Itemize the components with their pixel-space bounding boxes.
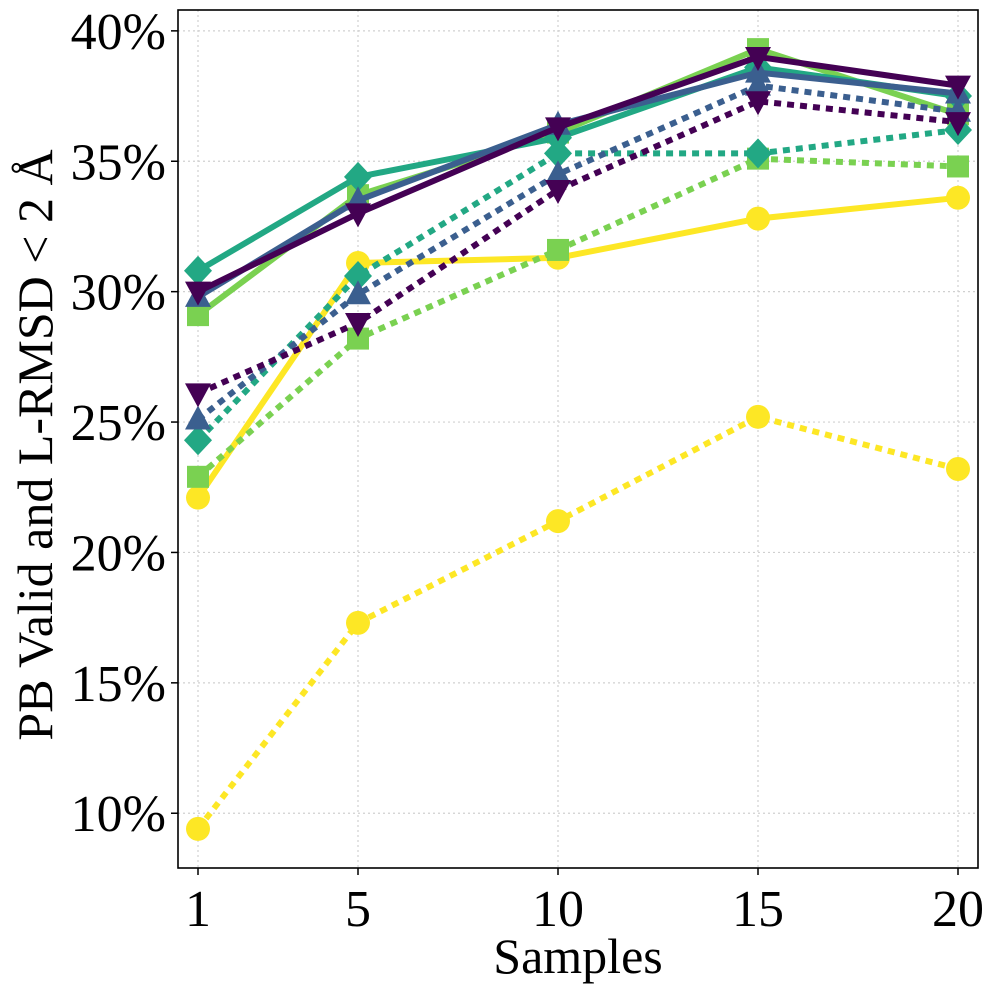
series-line [196,69,959,300]
y-tick-label: 40% [71,4,166,61]
data-point-diamond [744,138,772,169]
data-point-triangle-up [545,160,571,185]
data-point-triangle-down [945,75,971,100]
data-point-circle [546,509,570,534]
data-point-triangle-down [545,117,571,142]
data-point-circle [186,816,210,841]
x-tick-label: 5 [345,881,371,938]
x-tick-label: 1 [185,881,211,938]
series-line [195,127,959,443]
series-line [196,82,959,422]
data-point-triangle-down [745,91,771,116]
x-tick-label: 15 [732,881,784,938]
y-tick-label: 30% [71,265,166,322]
data-point-circle [946,456,970,481]
data-point-diamond [184,425,212,456]
data-point-triangle-down [945,112,971,137]
x-axis-title: Samples [493,928,662,984]
data-point-triangle-up [185,405,211,430]
series-diamond-solid [184,52,972,286]
data-point-circle [746,404,770,429]
data-point-circle [946,185,970,210]
data-point-triangle-up [745,71,771,96]
series-triangle-down-dotted [185,91,971,408]
data-point-triangle-down [345,203,371,228]
y-tick-label: 25% [71,395,166,452]
series-square-dotted [187,147,969,488]
series-line [196,46,959,318]
x-tick-label: 10 [532,881,584,938]
grid [178,10,978,868]
plot-frame [177,9,979,869]
data-point-square [187,465,209,488]
series-layer [184,38,972,841]
series-triangle-up-dotted [185,71,971,430]
data-point-square [947,155,969,178]
series-line [195,194,959,500]
y-axis-title: PB Valid and L-RMSD < 2 Å [7,149,63,740]
series-line [196,98,959,397]
data-point-circle [346,610,370,635]
y-tick-label: 15% [71,656,166,713]
data-point-triangle-down [345,312,371,337]
data-point-diamond [344,261,372,292]
series-triangle-up-solid [185,58,971,307]
data-point-diamond [344,161,372,192]
y-tick-label: 20% [71,525,166,582]
data-point-square [547,238,569,261]
x-tick-label: 20 [932,881,984,938]
series-circle-dotted [186,404,970,841]
series-triangle-down-solid [185,46,971,306]
data-point-square [187,304,209,327]
data-point-diamond [544,138,572,169]
series-diamond-dotted [184,114,972,456]
data-point-circle [186,485,210,510]
data-point-square [347,327,369,350]
series-line [195,413,959,831]
data-point-triangle-up [345,280,371,305]
y-tick-label: 35% [71,134,166,191]
data-point-triangle-down [745,46,771,71]
y-tick-label: 10% [71,786,166,843]
data-point-triangle-down [185,383,211,408]
data-point-diamond [184,255,212,286]
data-point-triangle-down [185,281,211,306]
data-point-triangle-down [545,179,571,204]
data-point-circle [746,206,770,231]
